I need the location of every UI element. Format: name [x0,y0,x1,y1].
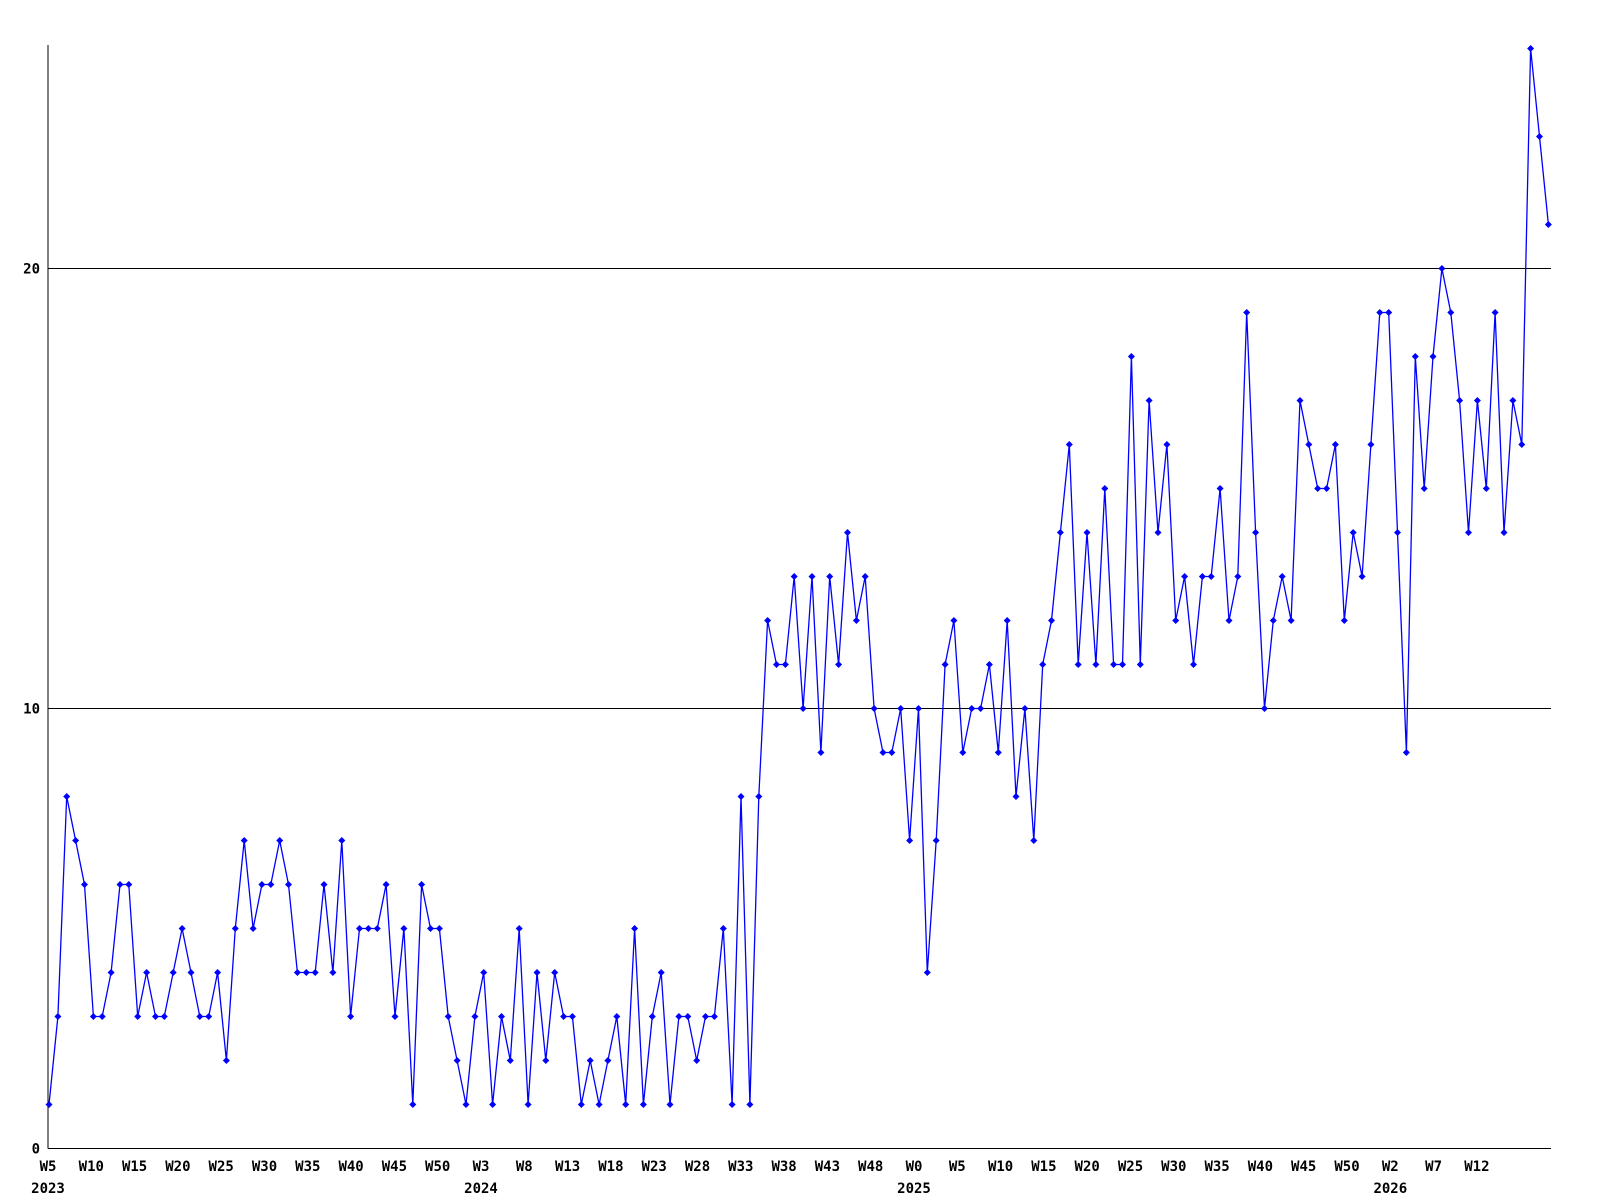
x-axis-week-label: W8 [516,1159,533,1175]
x-axis-week-label: W15 [122,1159,147,1175]
y-axis-label: 10 [23,702,40,718]
x-axis-week-label: W10 [988,1159,1013,1175]
x-axis-week-label: W13 [555,1159,580,1175]
x-axis-week-label: W45 [382,1159,407,1175]
x-axis-week-label: W30 [1161,1159,1186,1175]
x-axis-week-label: W43 [815,1159,840,1175]
x-axis-week-label: W38 [771,1159,796,1175]
x-axis-week-label: W33 [728,1159,753,1175]
x-axis-week-label: W15 [1031,1159,1056,1175]
x-axis-week-label: W35 [1204,1159,1229,1175]
x-axis-week-label: W12 [1464,1159,1489,1175]
x-axis-week-label: W3 [473,1159,490,1175]
x-axis-week-label: W40 [338,1159,363,1175]
x-axis-week-label: W50 [1334,1159,1359,1175]
x-axis-week-label: W20 [165,1159,190,1175]
y-axis-label: 0 [32,1142,40,1158]
series-line [48,47,1550,1106]
x-axis-year-label: 2025 [897,1181,931,1197]
x-axis-week-label: W5 [40,1159,57,1175]
x-axis-year-label: 2023 [31,1181,65,1197]
x-axis-week-label: W25 [209,1159,234,1175]
x-axis-week-label: W10 [79,1159,104,1175]
y-axis-label: 20 [23,262,40,278]
x-axis-week-label: W20 [1075,1159,1100,1175]
x-axis-week-label: W0 [906,1159,923,1175]
x-axis-week-label: W2 [1382,1159,1399,1175]
x-axis-week-label: W18 [598,1159,623,1175]
x-axis-week-label: W50 [425,1159,450,1175]
x-axis-week-label: W7 [1425,1159,1442,1175]
x-axis-week-label: W25 [1118,1159,1143,1175]
x-axis-year-label: 2026 [1373,1181,1407,1197]
x-axis-week-label: W45 [1291,1159,1316,1175]
x-axis-year-label: 2024 [464,1181,498,1197]
x-axis-week-label: W23 [642,1159,667,1175]
x-axis-week-label: W35 [295,1159,320,1175]
x-axis-week-label: W40 [1248,1159,1273,1175]
x-axis-week-label: W30 [252,1159,277,1175]
x-axis-week-label: W48 [858,1159,883,1175]
data-point-markers [45,45,1552,1108]
x-axis-week-label: W28 [685,1159,710,1175]
x-axis-week-label: W5 [949,1159,966,1175]
